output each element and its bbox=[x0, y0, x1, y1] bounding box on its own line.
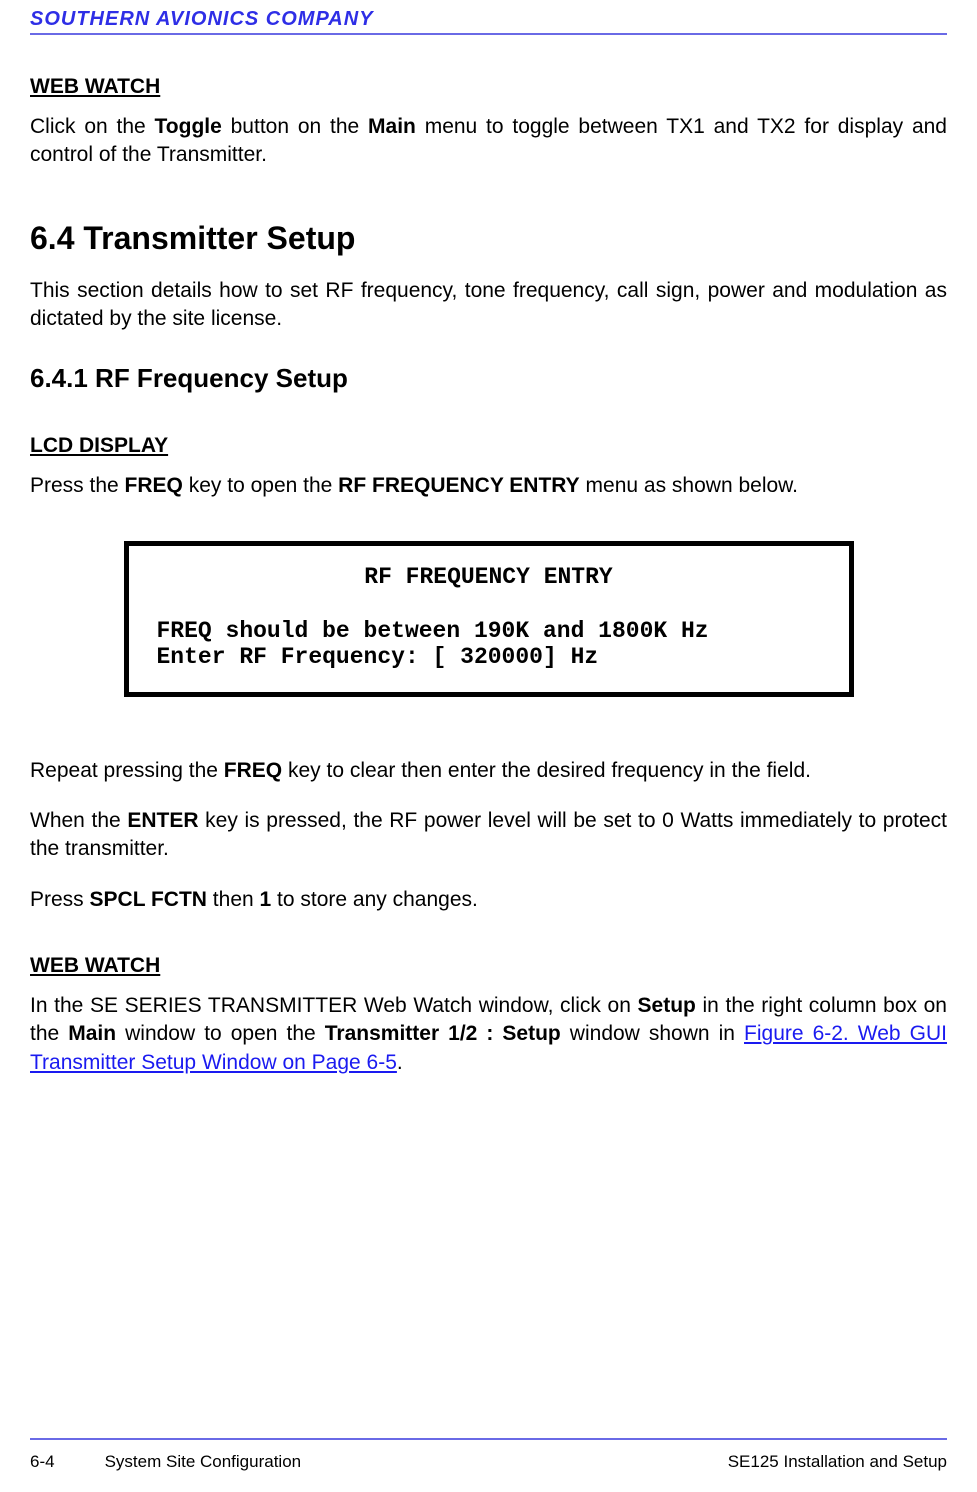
text-fragment: then bbox=[207, 888, 260, 911]
section-6-4-paragraph: This section details how to set RF frequ… bbox=[30, 277, 947, 334]
lcd-box-title: RF FREQUENCY ENTRY bbox=[157, 564, 821, 590]
text-fragment: Press the bbox=[30, 474, 125, 497]
web-watch-heading-1: WEB WATCH bbox=[30, 75, 947, 99]
web-watch-paragraph-2: In the SE SERIES TRANSMITTER Web Watch w… bbox=[30, 992, 947, 1077]
transmitter-setup-bold: Transmitter 1/2 : Setup bbox=[325, 1022, 561, 1045]
lcd-box-line-2: Enter RF Frequency: [ 320000] Hz bbox=[157, 644, 821, 670]
section-6-4-heading: 6.4 Transmitter Setup bbox=[30, 220, 947, 257]
text-fragment: button on the bbox=[222, 115, 368, 138]
freq-bold: FREQ bbox=[125, 474, 183, 497]
lcd-paragraph: Press the FREQ key to open the RF FREQUE… bbox=[30, 472, 947, 500]
company-header: SOUTHERN AVIONICS COMPANY bbox=[30, 0, 947, 33]
footer-section: System Site Configuration bbox=[105, 1452, 302, 1472]
text-fragment: Click on the bbox=[30, 115, 155, 138]
section-6-4-1-heading: 6.4.1 RF Frequency Setup bbox=[30, 363, 947, 394]
main-bold: Main bbox=[368, 115, 416, 138]
repeat-paragraph: Repeat pressing the FREQ key to clear th… bbox=[30, 757, 947, 785]
header-rule bbox=[30, 33, 947, 35]
lcd-box-line-1: FREQ should be between 190K and 1800K Hz bbox=[157, 618, 821, 644]
spcl-paragraph: Press SPCL FCTN then 1 to store any chan… bbox=[30, 886, 947, 914]
footer-rule bbox=[30, 1438, 947, 1440]
one-bold: 1 bbox=[260, 888, 272, 911]
text-fragment: window to open the bbox=[116, 1022, 325, 1045]
text-fragment: Press bbox=[30, 888, 90, 911]
footer-row: 6-4 System Site Configuration SE125 Inst… bbox=[30, 1452, 947, 1472]
page-number: 6-4 bbox=[30, 1452, 55, 1472]
web-watch-paragraph-1: Click on the Toggle button on the Main m… bbox=[30, 113, 947, 170]
text-fragment: When the bbox=[30, 809, 127, 832]
rf-freq-entry-bold: RF FREQUENCY ENTRY bbox=[338, 474, 580, 497]
text-fragment: to store any changes. bbox=[271, 888, 478, 911]
footer-left: 6-4 System Site Configuration bbox=[30, 1452, 301, 1472]
text-fragment: Repeat pressing the bbox=[30, 759, 224, 782]
web-watch-heading-2: WEB WATCH bbox=[30, 954, 947, 978]
spcl-fctn-bold: SPCL FCTN bbox=[90, 888, 207, 911]
lcd-display-heading: LCD DISPLAY bbox=[30, 434, 947, 458]
text-fragment: . bbox=[397, 1051, 403, 1074]
text-fragment: window shown in bbox=[561, 1022, 744, 1045]
enter-bold: ENTER bbox=[127, 809, 198, 832]
text-fragment: key to open the bbox=[183, 474, 338, 497]
lcd-display-box: RF FREQUENCY ENTRY FREQ should be betwee… bbox=[124, 541, 854, 697]
setup-bold: Setup bbox=[638, 994, 696, 1017]
freq-bold-2: FREQ bbox=[224, 759, 282, 782]
page-footer: 6-4 System Site Configuration SE125 Inst… bbox=[30, 1438, 947, 1472]
enter-paragraph: When the ENTER key is pressed, the RF po… bbox=[30, 807, 947, 864]
text-fragment: key to clear then enter the desired freq… bbox=[282, 759, 811, 782]
text-fragment: menu as shown below. bbox=[580, 474, 798, 497]
main-bold-2: Main bbox=[68, 1022, 116, 1045]
text-fragment: In the SE SERIES TRANSMITTER Web Watch w… bbox=[30, 994, 638, 1017]
footer-doc-title: SE125 Installation and Setup bbox=[728, 1452, 947, 1472]
toggle-bold: Toggle bbox=[155, 115, 222, 138]
